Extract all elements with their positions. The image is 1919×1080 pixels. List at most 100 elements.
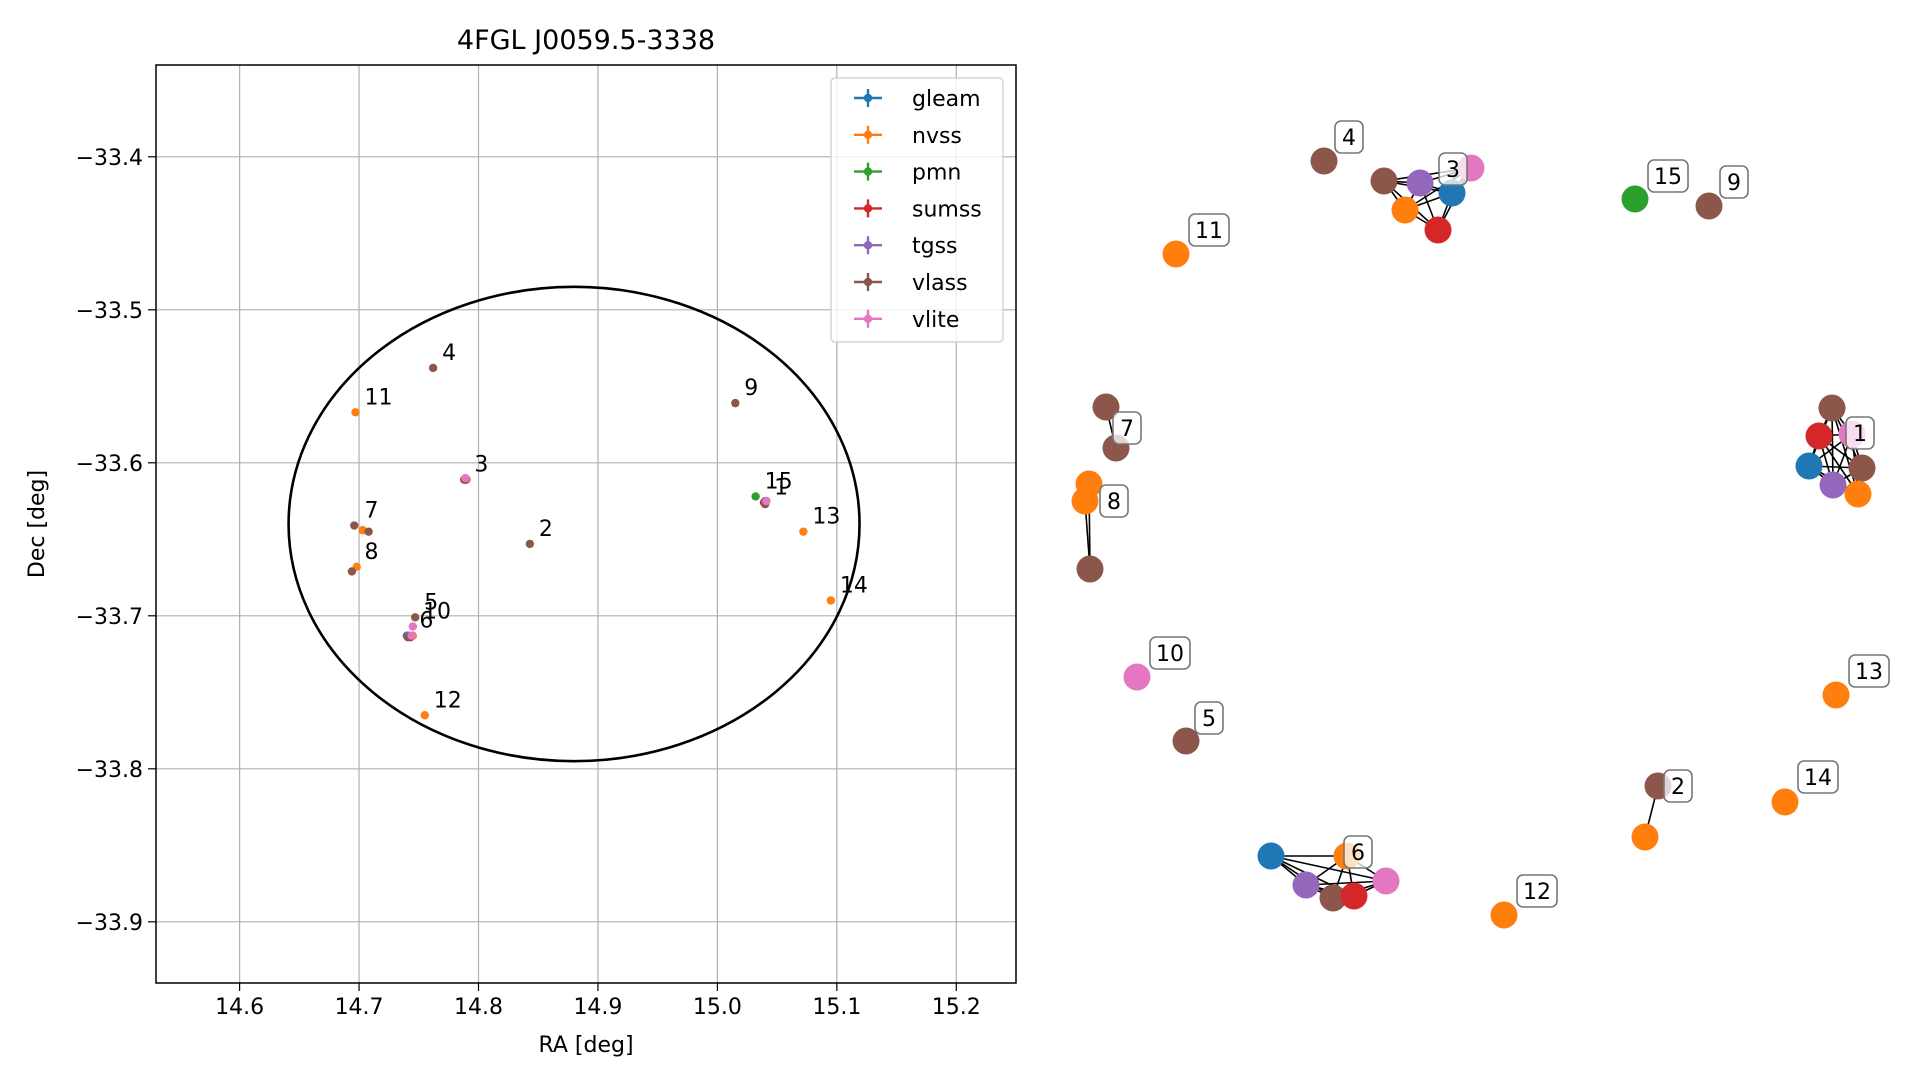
chart-title: 4FGL J0059.5-3338 — [457, 25, 715, 56]
point-label: 7 — [364, 499, 378, 524]
x-tick-label: 14.9 — [573, 995, 622, 1020]
points-layer — [347, 363, 836, 720]
graph-node-nvss — [1490, 901, 1518, 929]
point-pmn — [751, 492, 760, 501]
node-label-box — [1149, 636, 1191, 670]
legend-marker-nvss — [863, 130, 873, 139]
point-vlite — [408, 622, 418, 631]
node-label-box — [1438, 152, 1468, 186]
node-label-box — [1334, 120, 1364, 154]
graph-node-sumss — [1805, 422, 1833, 450]
node-label: 14 — [1804, 766, 1832, 791]
point-label: 6 — [419, 609, 433, 634]
point-nvss — [351, 408, 360, 417]
point-vlass — [364, 527, 373, 536]
graph-node-tgss — [1292, 871, 1320, 899]
grid — [156, 65, 1016, 983]
graph-node-vlass — [1076, 555, 1104, 583]
graph-node-nvss — [1162, 240, 1190, 268]
graph-node-tgss — [1406, 169, 1434, 197]
node-label-box — [1663, 769, 1693, 803]
legend-label: vlass — [912, 271, 968, 296]
node-label: 11 — [1195, 219, 1223, 244]
graph-node-nvss — [1631, 823, 1659, 851]
point-label: 4 — [442, 341, 456, 366]
graph-node-vlite — [1123, 663, 1151, 691]
legend-marker-gleam — [863, 93, 873, 103]
node-label: 7 — [1120, 417, 1134, 442]
node-label-box — [1647, 159, 1689, 193]
error-ellipse — [287, 285, 861, 763]
graph-node-gleam — [1795, 452, 1823, 480]
graph-node-gleam — [1438, 179, 1466, 207]
y-tick-label: −33.7 — [76, 605, 143, 630]
node-label: 3 — [1446, 158, 1460, 183]
y-tick-label: −33.8 — [76, 758, 143, 783]
graph-node-nvss — [1844, 480, 1872, 508]
legend-marker-tgss — [863, 241, 873, 250]
node-label-box — [1188, 213, 1230, 247]
graph-node-nvss — [1391, 196, 1419, 224]
point-label: 11 — [364, 385, 392, 410]
graph-node-nvss — [1771, 788, 1799, 816]
node-label: 6 — [1351, 841, 1365, 866]
graph-node-sumss — [1340, 882, 1368, 910]
node-label: 2 — [1671, 775, 1685, 800]
x-tick-label: 14.7 — [335, 995, 384, 1020]
graph-node-vlass — [1319, 884, 1347, 912]
graph-node-vlass — [1818, 394, 1846, 422]
point-vlass — [350, 521, 359, 530]
graph-node-vlass — [1848, 454, 1876, 482]
point-nvss — [420, 711, 429, 720]
point-nvss — [826, 596, 836, 605]
point-vlass — [525, 539, 535, 549]
point-nvss — [799, 527, 808, 536]
graph-node-tgss — [1819, 471, 1847, 499]
plot-frame — [155, 64, 1017, 984]
point-vlite — [461, 473, 470, 483]
point-label: 5 — [424, 590, 438, 615]
y-axis-label: Dec [deg] — [25, 470, 50, 578]
point-vlass — [731, 398, 740, 408]
x-tick-label: 15.0 — [693, 995, 742, 1020]
node-label-box — [1194, 701, 1224, 735]
x-tick-label: 14.8 — [454, 995, 503, 1020]
error-ellipse-layer — [287, 285, 861, 763]
x-tick-label: 14.6 — [215, 995, 264, 1020]
x-axis-ticks: 14.6 14.7 14.8 14.9 15.0 15.1 15.2 — [215, 983, 981, 1020]
x-tick-label: 15.1 — [812, 995, 861, 1020]
graph-node-nvss — [1822, 681, 1850, 709]
node-label-box — [1516, 874, 1558, 908]
node-label-box — [1797, 760, 1839, 794]
y-tick-label: −33.5 — [76, 299, 143, 324]
graph-node-pmn — [1621, 185, 1649, 213]
legend-label: sumss — [912, 197, 982, 222]
edges-layer — [1084, 167, 1863, 899]
point-vlass — [347, 567, 357, 576]
legend-marker-pmn — [863, 167, 873, 176]
point-vlite — [407, 631, 416, 640]
graph-node-nvss — [1071, 487, 1099, 515]
legend-box — [830, 77, 1004, 343]
node-label: 4 — [1342, 126, 1356, 151]
node-label: 15 — [1654, 165, 1682, 190]
point-label: 3 — [474, 453, 488, 478]
node-label-box — [1112, 411, 1142, 445]
node-label: 13 — [1855, 660, 1883, 685]
y-axis-ticks: −33.4 −33.5 −33.6 −33.7 −33.8 −33.9 — [76, 146, 156, 936]
node-label: 1 — [1853, 422, 1867, 447]
point-label: 15 — [765, 469, 793, 494]
graph-node-vlass — [1172, 727, 1200, 755]
point-vlass — [428, 363, 438, 373]
node-label: 8 — [1107, 490, 1121, 515]
graph-node-vlass — [1310, 147, 1338, 175]
y-tick-label: −33.6 — [76, 452, 143, 477]
node-label-box — [1719, 165, 1749, 199]
legend-label: nvss — [912, 124, 962, 149]
legend-marker-vlass — [863, 277, 873, 287]
node-label-box — [1099, 484, 1129, 518]
node-label: 12 — [1523, 880, 1551, 905]
